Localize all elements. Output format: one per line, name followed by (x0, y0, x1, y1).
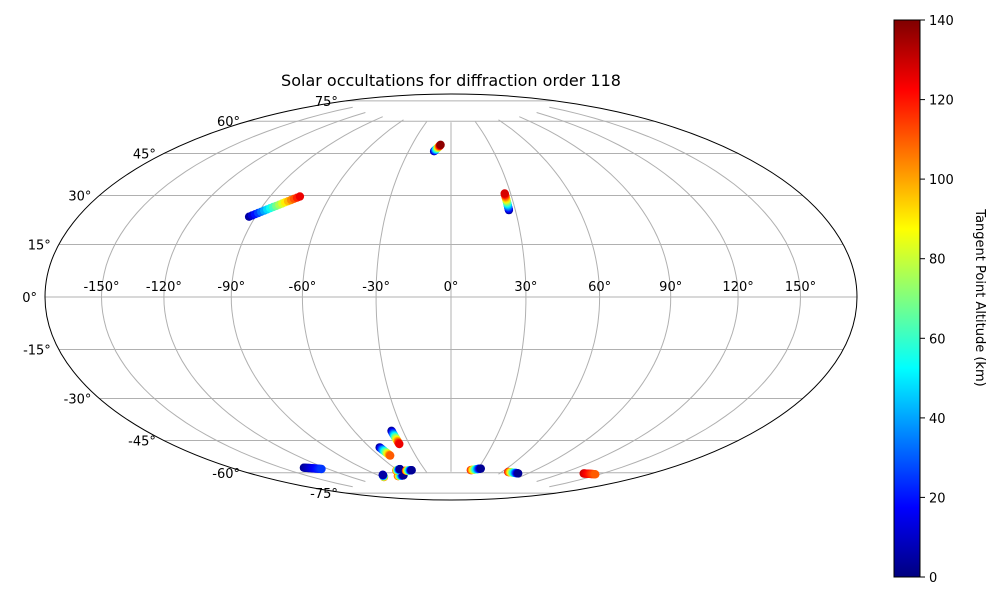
colorbar-tick-label: 80 (929, 253, 946, 268)
occultation-point (476, 464, 485, 473)
lat-tick-label: 60° (217, 115, 240, 130)
colorbar-gradient (893, 19, 921, 578)
occultation-point (395, 439, 404, 449)
occultation-point (436, 140, 445, 149)
lat-tick-label: -15° (23, 344, 51, 359)
lon-tick-label: 90° (659, 280, 682, 295)
lat-tick-label: 45° (133, 148, 156, 163)
lon-tick-label: -120° (146, 280, 182, 295)
colorbar-tick-label: 60 (929, 332, 946, 347)
lon-tick-label: 150° (785, 280, 816, 295)
lon-tick-label: 60° (588, 280, 611, 295)
colorbar-tick-label: 100 (929, 173, 954, 188)
lat-tick-label: -60° (212, 467, 240, 482)
lat-tick-label: 30° (68, 190, 91, 205)
lon-tick-label: -150° (83, 280, 119, 295)
colorbar-tick-label: 40 (929, 412, 946, 427)
lon-tick-label: -60° (289, 280, 317, 295)
occultation-point (378, 470, 387, 479)
colorbar-tick-label: 120 (929, 94, 954, 109)
lon-tick-label: -30° (362, 280, 390, 295)
colorbar-label: Tangent Point Altitude (km) (972, 208, 987, 386)
occultation-point (386, 451, 395, 460)
occultation-point (500, 189, 509, 198)
lon-tick-label: 30° (514, 280, 537, 295)
colorbar: 0 20 40 60 80 100 120 140 Tangent Point Altitud… (893, 14, 987, 586)
map-boundary (44, 93, 858, 501)
lat-tick-label: 0° (22, 291, 37, 306)
colorbar-tick-label: 20 (929, 491, 946, 506)
occultation-point (591, 470, 600, 479)
colorbar-tick-label: 140 (929, 14, 954, 29)
occultation-point (514, 469, 523, 478)
occultation-point (295, 192, 305, 201)
chart-title: Solar occultations for diffraction order… (281, 71, 621, 90)
lat-tick-label: -45° (128, 435, 156, 450)
lat-tick-label: -30° (64, 393, 92, 408)
lon-tick-label: 120° (722, 280, 753, 295)
occultation-point (407, 466, 416, 475)
lon-tick-label: -90° (217, 280, 245, 295)
colorbar-tick-label: 0 (929, 571, 937, 586)
map-tick-labels: -150° -120° -90° -60° -30° 0° 30° 60° 90° 120° 150… (22, 95, 816, 502)
occultation-points (244, 140, 600, 482)
lat-tick-label: 15° (28, 239, 51, 254)
map-grid (45, 100, 857, 494)
lon-tick-label: 0° (444, 280, 459, 295)
occultation-point (317, 464, 326, 474)
lat-tick-label: 75° (315, 95, 338, 110)
